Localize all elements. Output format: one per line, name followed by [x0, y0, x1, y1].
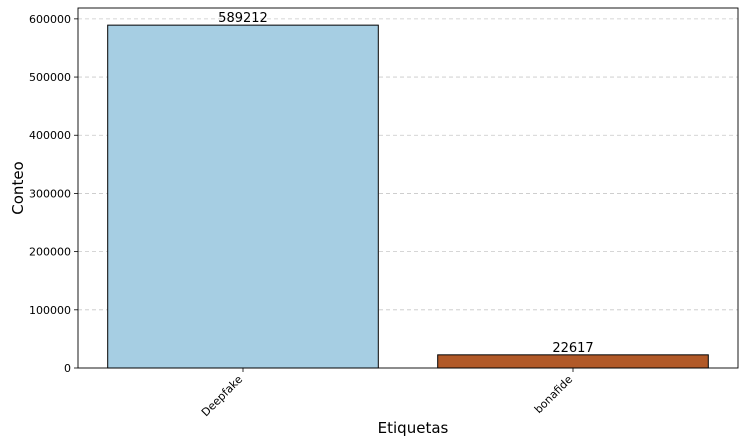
y-axis-title: Conteo — [9, 161, 27, 214]
y-tick-label: 200000 — [29, 246, 71, 259]
data-labels: 589212 22617 — [218, 11, 594, 356]
gridlines — [78, 18, 738, 311]
data-label-bonafide: 22617 — [552, 341, 593, 356]
y-tick-label: 100000 — [29, 304, 71, 317]
bar-bonafide — [437, 354, 709, 369]
y-tick-label: 400000 — [29, 129, 71, 142]
bars — [107, 24, 709, 369]
plot-frame — [77, 7, 739, 369]
y-tick-label: 0 — [64, 362, 71, 375]
x-tick-label: bonafide — [532, 373, 575, 416]
y-tick-label: 500000 — [29, 71, 71, 84]
x-axis-title: Etiquetas — [378, 419, 449, 437]
y-tick-label: 300000 — [29, 187, 71, 200]
data-label-deepfake: 589212 — [218, 11, 268, 26]
bar-deepfake — [107, 24, 379, 369]
x-axis-ticks: Deepfake bonafide — [199, 368, 575, 419]
y-axis-ticks: 0 100000 200000 300000 400000 500000 600000 — [29, 13, 78, 375]
axes-spines — [77, 7, 739, 369]
x-tick-label: Deepfake — [199, 373, 245, 419]
y-tick-label: 600000 — [29, 13, 71, 26]
